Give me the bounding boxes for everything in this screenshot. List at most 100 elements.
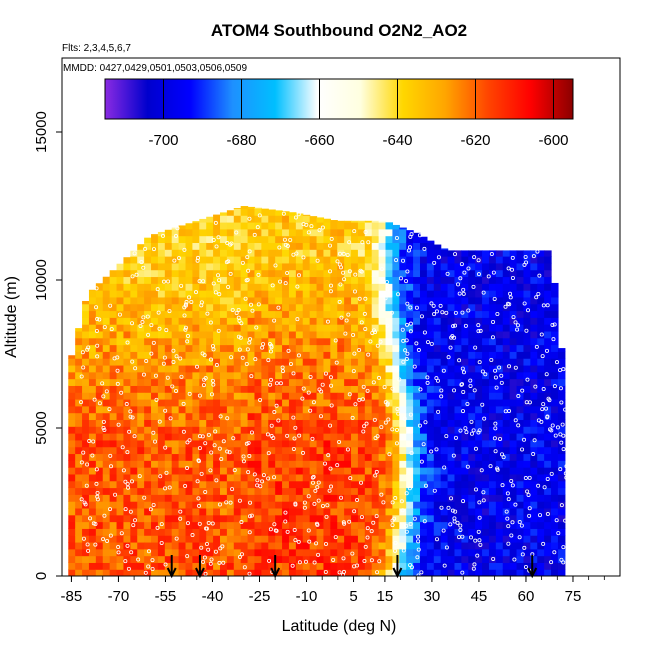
- heatmap-cell: [213, 467, 221, 475]
- heatmap-cell: [240, 358, 249, 366]
- heatmap-cell: [302, 269, 311, 278]
- heatmap-cell: [109, 324, 118, 332]
- heatmap-cell: [468, 501, 476, 509]
- heatmap-cell: [530, 276, 538, 284]
- heatmap-cell: [419, 317, 428, 325]
- heatmap-cell: [309, 555, 318, 563]
- heatmap-cell: [309, 216, 318, 223]
- heatmap-cell: [419, 398, 428, 407]
- heatmap-cell: [454, 419, 462, 427]
- heatmap-cell: [495, 378, 504, 386]
- heatmap-cell: [351, 344, 359, 352]
- heatmap-cell: [137, 405, 145, 414]
- observation-point: [506, 266, 511, 271]
- observation-point: [552, 550, 557, 555]
- heatmap-cell: [309, 317, 318, 325]
- heatmap-cell: [95, 385, 104, 393]
- observation-point: [412, 364, 417, 369]
- heatmap-cell: [392, 507, 400, 516]
- heatmap-cell: [288, 303, 297, 312]
- heatmap-cell: [399, 467, 407, 475]
- heatmap-cell: [344, 487, 352, 495]
- heatmap-cell: [199, 235, 207, 244]
- observation-point: [172, 258, 177, 263]
- observation-point: [471, 566, 476, 571]
- heatmap-cell: [219, 324, 228, 332]
- observation-point: [181, 429, 186, 434]
- heatmap-cell: [351, 405, 359, 414]
- heatmap-cell: [68, 355, 76, 359]
- heatmap-cell: [302, 535, 311, 543]
- observation-point: [366, 352, 371, 357]
- heatmap-cell: [261, 467, 269, 475]
- heatmap-cell: [551, 283, 559, 291]
- observation-point: [347, 392, 352, 397]
- observation-point: [302, 500, 307, 505]
- heatmap-cell: [130, 501, 138, 509]
- heatmap-cell: [468, 460, 476, 468]
- heatmap-cell: [323, 467, 331, 475]
- heatmap-cell: [392, 555, 400, 563]
- heatmap-cell: [157, 439, 166, 448]
- heatmap-cell: [123, 494, 131, 502]
- heatmap-cell: [240, 446, 249, 455]
- observation-point: [312, 501, 317, 506]
- heatmap-cell: [316, 344, 325, 352]
- heatmap-cell: [213, 535, 221, 543]
- heatmap-cell: [537, 392, 545, 400]
- heatmap-cell: [254, 562, 262, 570]
- heatmap-cell: [475, 433, 483, 441]
- observation-point: [559, 440, 564, 445]
- heatmap-cell: [330, 528, 338, 536]
- heatmap-cell: [247, 303, 256, 312]
- observation-point: [246, 470, 251, 475]
- heatmap-cell: [68, 358, 76, 366]
- heatmap-cell: [116, 412, 125, 421]
- heatmap-cell: [392, 324, 400, 332]
- heatmap-cell: [392, 337, 400, 346]
- heatmap-cell: [295, 501, 304, 509]
- heatmap-cell: [557, 398, 566, 407]
- heatmap-cell: [385, 535, 394, 543]
- heatmap-cell: [240, 290, 249, 298]
- heatmap-cell: [488, 521, 497, 529]
- heatmap-cell: [468, 358, 476, 366]
- heatmap-cell: [82, 412, 90, 421]
- observation-point: [202, 353, 207, 358]
- observation-point: [401, 359, 406, 364]
- heatmap-cell: [151, 507, 159, 516]
- observation-point: [285, 433, 290, 438]
- heatmap-cell: [282, 256, 290, 264]
- heatmap-cell: [344, 228, 352, 237]
- heatmap-cell: [344, 330, 352, 339]
- heatmap-cell: [213, 214, 221, 216]
- heatmap-cell: [344, 405, 352, 414]
- heatmap-cell: [109, 487, 118, 495]
- heatmap-cell: [392, 378, 400, 386]
- observation-point: [143, 246, 148, 251]
- observation-point: [524, 328, 529, 333]
- heatmap-cell: [288, 269, 297, 278]
- heatmap-cell: [109, 433, 118, 441]
- heatmap-cell: [309, 535, 318, 543]
- heatmap-cell: [102, 290, 111, 298]
- heatmap-cell: [544, 324, 552, 332]
- heatmap-cell: [68, 446, 76, 455]
- observation-point: [414, 305, 419, 310]
- heatmap-cell: [330, 269, 338, 278]
- observation-point: [531, 254, 536, 259]
- heatmap-cell: [413, 296, 421, 305]
- observation-point: [540, 354, 545, 359]
- heatmap-cell: [475, 467, 483, 475]
- heatmap-cell: [392, 548, 400, 557]
- heatmap-cell: [406, 358, 414, 366]
- observation-point: [296, 212, 301, 217]
- heatmap-cell: [109, 453, 118, 461]
- heatmap-cell: [419, 378, 428, 386]
- heatmap-cell: [199, 467, 207, 475]
- heatmap-cell: [233, 269, 242, 278]
- heatmap-cell: [337, 337, 345, 346]
- heatmap-cell: [551, 426, 559, 434]
- heatmap-cell: [509, 555, 518, 563]
- observation-point: [270, 283, 275, 288]
